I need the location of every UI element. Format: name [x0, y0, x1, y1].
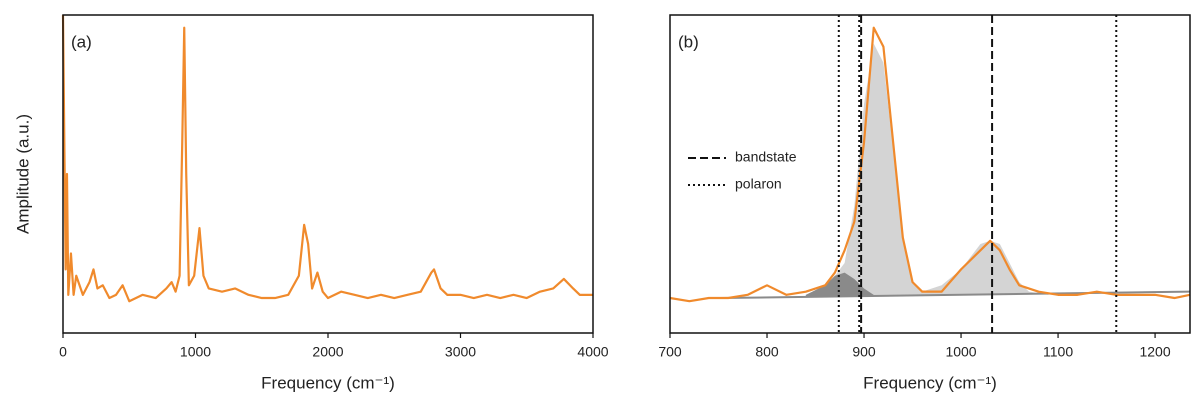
legend-label: bandstate — [735, 149, 797, 165]
x-tick-label: 700 — [658, 344, 682, 360]
x-axis-label: Frequency (cm⁻¹) — [261, 373, 395, 392]
x-tick-label: 1100 — [1043, 344, 1073, 360]
panel-label: (b) — [678, 32, 699, 51]
y-axis-label: Amplitude (a.u.) — [13, 114, 32, 234]
spectrum-line — [720, 290, 1191, 300]
x-tick-label: 900 — [852, 344, 876, 360]
x-tick-label: 1200 — [1139, 344, 1170, 360]
x-tick-label: 4000 — [577, 344, 608, 360]
panel-label: (a) — [71, 32, 92, 51]
plot-frame — [62, 14, 594, 334]
x-tick-label: 1000 — [180, 344, 211, 360]
x-tick-label: 0 — [59, 344, 67, 360]
x-tick-label: 800 — [755, 344, 779, 360]
spectrum-line — [61, 14, 593, 303]
x-axis-label: Frequency (cm⁻¹) — [863, 373, 997, 392]
spectrum-line — [669, 26, 1191, 303]
legend-label: polaron — [735, 176, 782, 192]
fitted-peak — [805, 272, 874, 297]
x-tick-label: 1000 — [945, 344, 976, 360]
fitted-peak — [805, 43, 1049, 297]
x-tick-label: 2000 — [312, 344, 343, 360]
x-tick-label: 3000 — [445, 344, 476, 360]
plot-frame — [669, 14, 1191, 334]
